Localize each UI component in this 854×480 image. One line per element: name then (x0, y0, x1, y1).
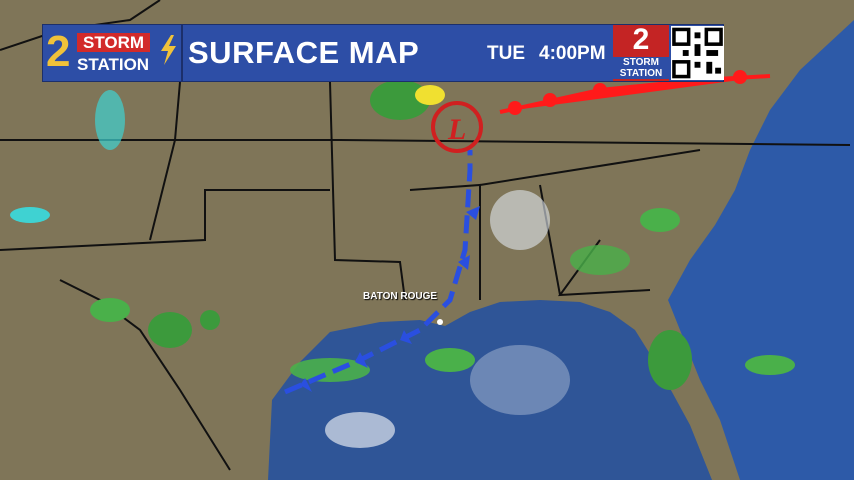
baton-rouge-marker (437, 319, 443, 325)
logo-station: STATION (77, 55, 150, 74)
forecast-day: TUE (487, 43, 525, 64)
lightning-bolt-icon (159, 35, 179, 73)
logo-number: 2 (46, 27, 71, 76)
low-pressure-label: L (447, 113, 466, 146)
warm-front (499, 70, 771, 115)
badge-label: STORM STATION (613, 57, 669, 79)
radar-echoes (10, 80, 795, 448)
low-pressure-center (431, 101, 483, 153)
page-title: SURFACE MAP (188, 35, 420, 70)
cold-front (284, 150, 480, 395)
header-bar: 2 STORM STATION SURFACE MAP TUE 4:00PM 2… (42, 24, 724, 82)
forecast-time: 4:00PM (539, 43, 606, 64)
atlantic-ocean (668, 20, 854, 480)
city-label-baton-rouge: BATON ROUGE (363, 291, 438, 302)
qr-code (671, 26, 724, 80)
badge-number: 2 (632, 23, 650, 56)
logo-storm: STORM (77, 33, 151, 52)
storm-station-logo: 2 STORM STATION (43, 25, 183, 81)
channel-badge: 2 STORM STATION (613, 25, 669, 81)
